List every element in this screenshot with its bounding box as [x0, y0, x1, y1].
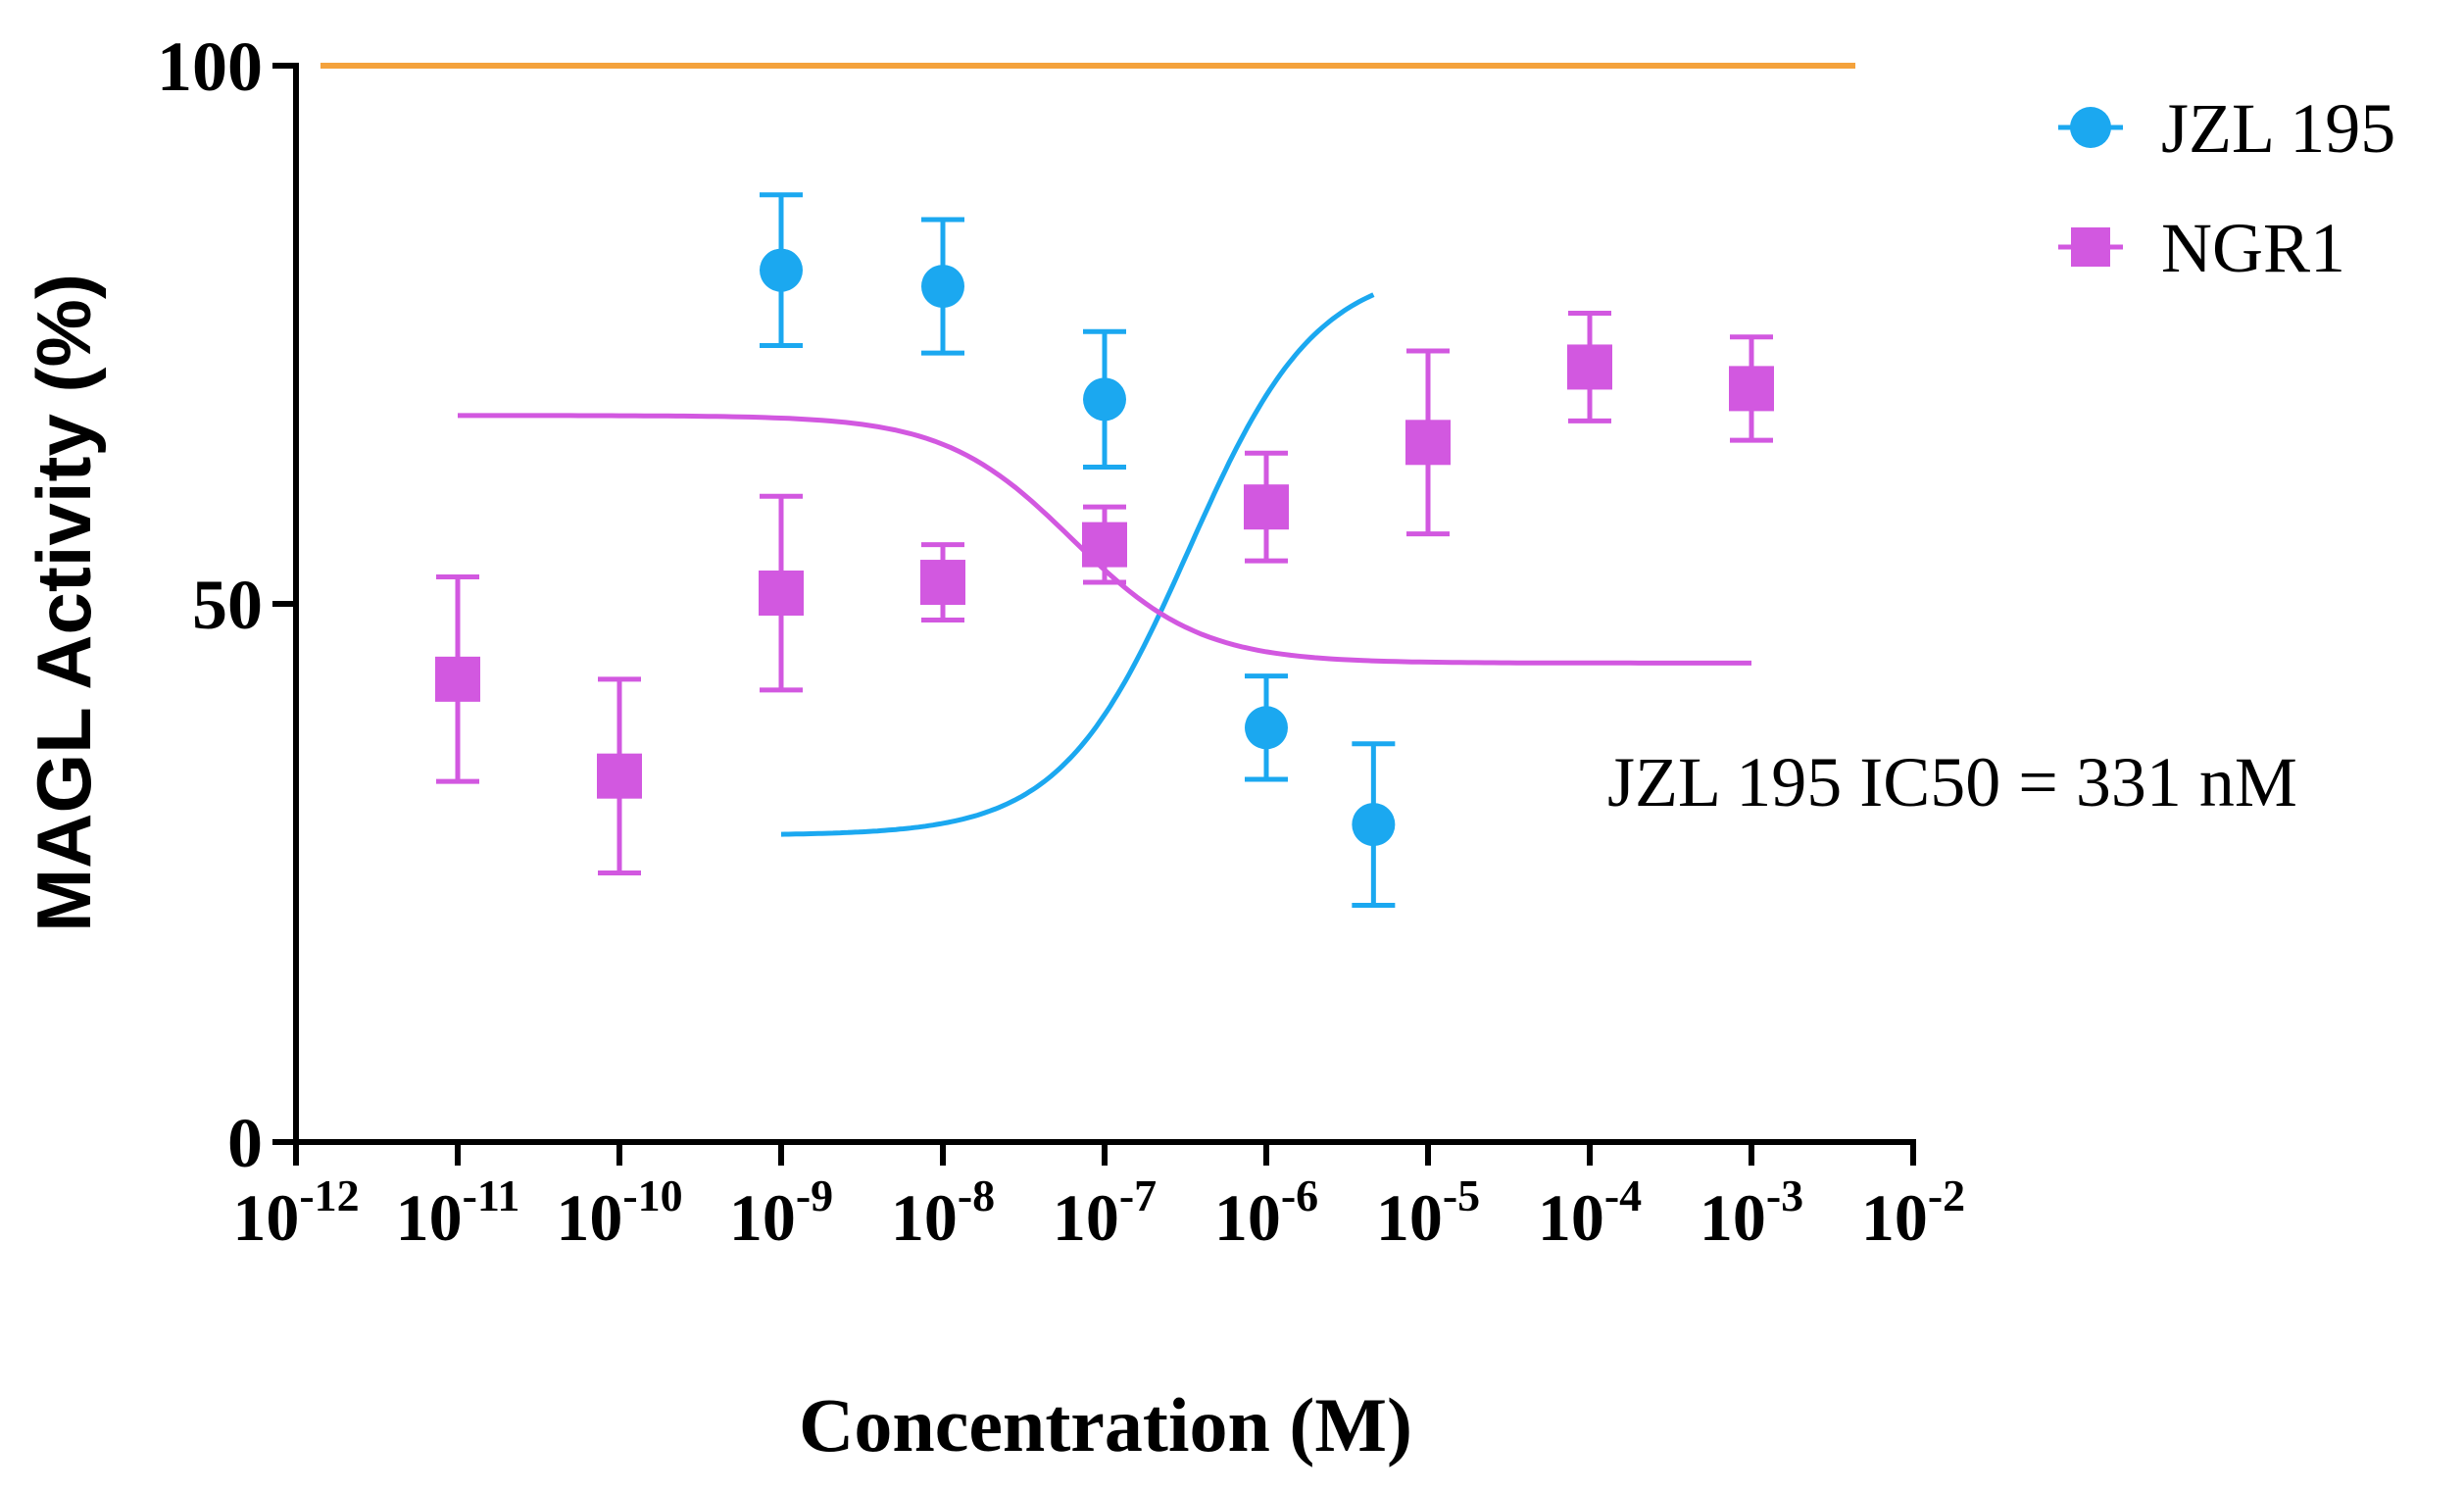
data-point-ngr1-8	[1729, 366, 1774, 412]
data-point-jzl195-3	[1245, 706, 1288, 750]
data-point-ngr1-1	[597, 753, 642, 799]
x-tick-label--5: 10-5	[1376, 1170, 1480, 1255]
x-tick-label--6: 10-6	[1214, 1170, 1318, 1255]
y-tick-label-0: 0	[227, 1104, 263, 1182]
data-point-ngr1-2	[759, 571, 804, 617]
x-axis-title: Concentration (M)	[799, 1382, 1412, 1467]
fit-curve-jzl195	[780, 292, 1375, 837]
x-tick-label--11: 10-11	[396, 1170, 520, 1255]
x-tick-label--7: 10-7	[1053, 1170, 1157, 1255]
data-point-ngr1-4	[1082, 522, 1127, 568]
x-tick-label--9: 10-9	[729, 1170, 833, 1255]
legend-marker-ngr1	[2071, 227, 2110, 267]
legend-marker-jzl195	[2070, 107, 2111, 148]
data-point-ngr1-0	[435, 656, 480, 702]
data-point-jzl195-1	[921, 265, 964, 309]
data-markers	[435, 248, 1774, 847]
legend-label-ngr1: NGR1	[2161, 209, 2345, 287]
x-tick-label--3: 10-3	[1700, 1170, 1803, 1255]
legend-label-jzl195: JZL 195	[2161, 89, 2395, 168]
y-tick-label-50: 50	[192, 566, 263, 644]
data-point-ngr1-3	[920, 560, 965, 606]
x-tick-label--12: 10-12	[232, 1170, 359, 1255]
data-point-jzl195-2	[1083, 377, 1126, 422]
ic50-annotation: JZL 195 IC50 = 331 nM	[1607, 743, 2297, 821]
data-point-ngr1-7	[1567, 344, 1612, 390]
x-tick-label--2: 10-2	[1861, 1170, 1965, 1255]
axes	[272, 63, 1916, 1166]
y-axis-title: MAGL Activity (%)	[21, 274, 107, 932]
data-point-ngr1-5	[1244, 484, 1289, 530]
data-point-jzl195-0	[760, 248, 803, 292]
data-point-jzl195-4	[1352, 803, 1396, 847]
legend: JZL 195 NGR1	[2058, 89, 2395, 287]
tick-labels: 0 50 100 10-12 10-11 10-10 10-9 10-8 10-7 10-6 10-…	[157, 27, 1965, 1255]
x-tick-label--10: 10-10	[556, 1170, 682, 1255]
data-point-ngr1-6	[1405, 420, 1451, 466]
x-tick-label--4: 10-4	[1538, 1170, 1642, 1255]
x-tick-label--8: 10-8	[891, 1170, 995, 1255]
y-tick-label-100: 100	[157, 27, 263, 106]
